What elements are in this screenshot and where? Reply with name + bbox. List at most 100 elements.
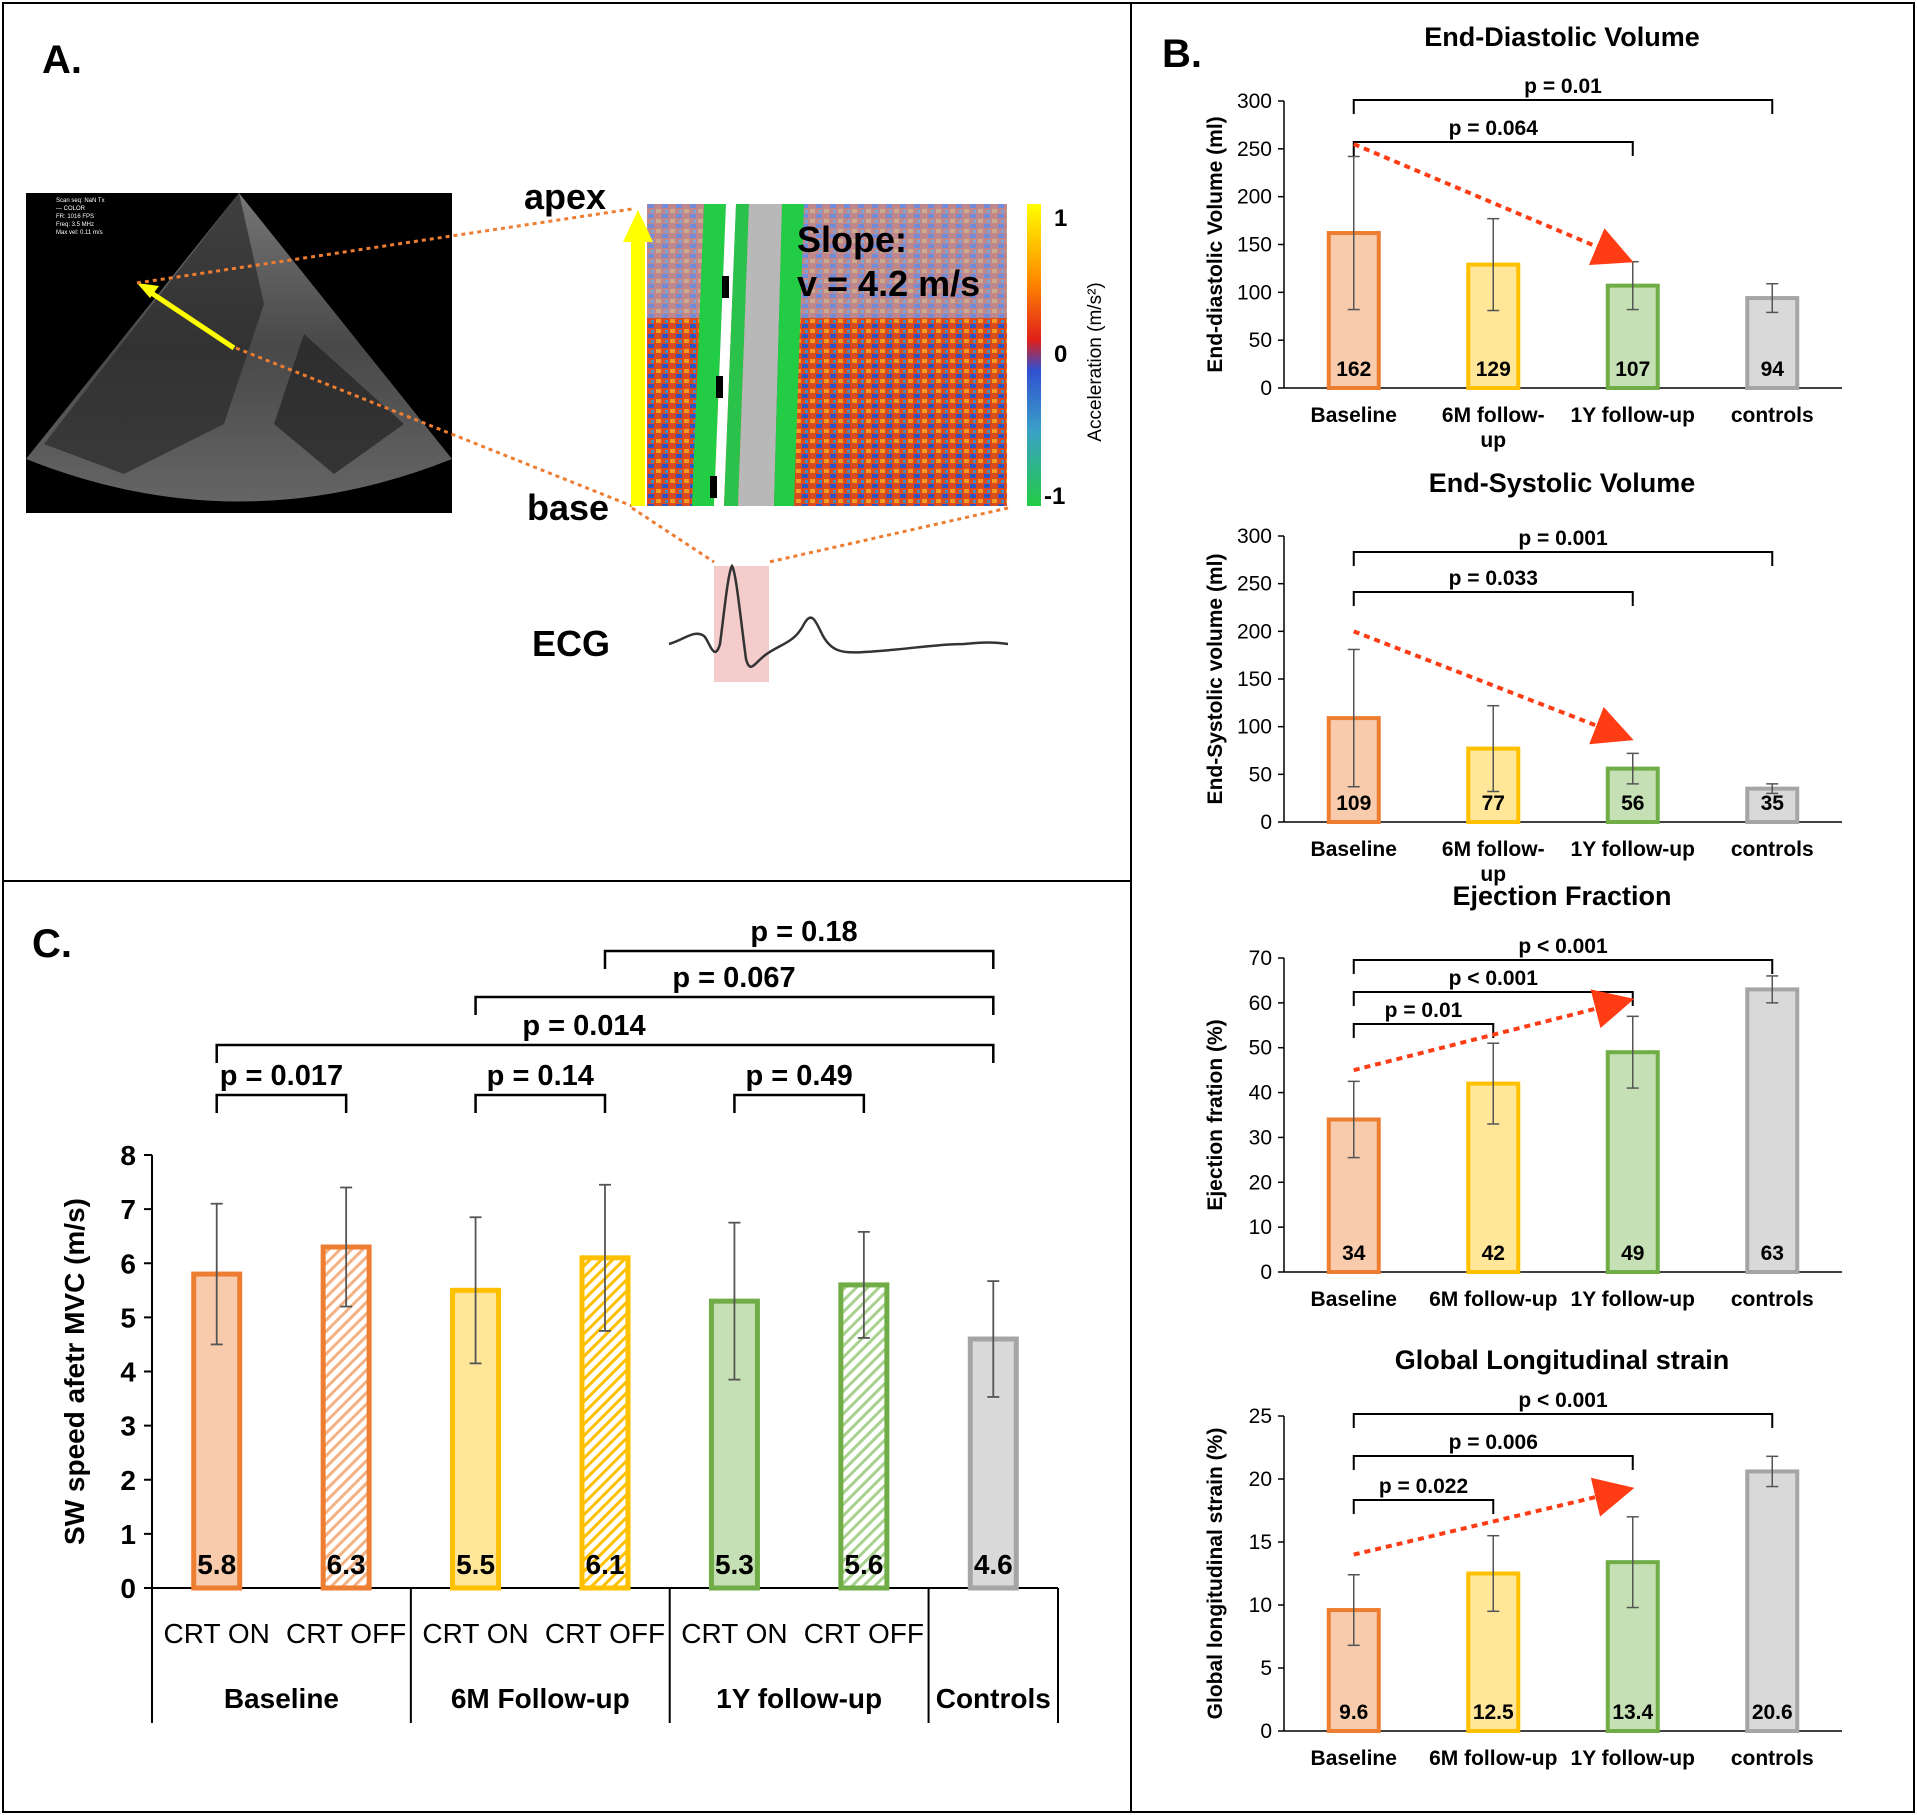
x-tick-label: controls: [1731, 838, 1814, 861]
echo-text-line: Max vel: 0.11 m/s: [56, 230, 103, 236]
base-label: base: [527, 487, 609, 528]
y-tick-label: 3: [120, 1411, 136, 1442]
y-tick-label: 100: [1237, 716, 1272, 739]
p-value-label: p = 0.017: [220, 1060, 343, 1092]
x-tick-label: controls: [1731, 1288, 1814, 1311]
data-label: 5.8: [197, 1549, 236, 1580]
y-axis-label: End-Systolic volume (ml): [1204, 554, 1227, 805]
significance-bracket: [1352, 959, 1774, 974]
colorbar-tick: -1: [1044, 483, 1065, 510]
colorbar-tick: 1: [1054, 205, 1067, 232]
y-tick-label: 10: [1249, 1594, 1272, 1617]
trend-arrow: [1353, 629, 1634, 745]
x-tick-label: controls: [1731, 404, 1814, 427]
y-tick-label: 0: [1260, 1720, 1272, 1743]
y-tick-label: 200: [1237, 620, 1272, 643]
y-tick-label: 15: [1249, 1531, 1272, 1554]
x-tick-label: CRT OFF: [804, 1618, 924, 1649]
x-tick-label: up: [1480, 429, 1506, 452]
x-tick-label: Baseline: [1311, 838, 1397, 861]
panel-c: C. 0 1 2 3 4 5 6 7 8 SW speed afetr MVC (m/s) 5.8 C…: [2, 880, 1132, 1813]
y-tick-label: 0: [1260, 1261, 1272, 1284]
significance-bracket: [215, 1093, 348, 1113]
x-tick-label: CRT OFF: [286, 1618, 406, 1649]
y-tick-label: 6: [120, 1248, 136, 1279]
significance-bracket: [1352, 1499, 1495, 1514]
colorbar-tick: 0: [1054, 341, 1067, 368]
data-label: 77: [1482, 792, 1505, 815]
p-value-label: p = 0.014: [522, 1010, 645, 1042]
p-value-label: p = 0.064: [1449, 117, 1539, 140]
y-tick-label: 5: [1260, 1657, 1272, 1680]
data-label: 35: [1761, 792, 1785, 815]
data-label: 162: [1336, 358, 1371, 381]
p-value-label: p = 0.067: [672, 962, 795, 994]
p-value-label: p = 0.18: [750, 916, 857, 948]
p-value-label: p < 0.001: [1518, 935, 1608, 958]
apex-label: apex: [524, 176, 606, 217]
y-tick-label: 8: [120, 1140, 136, 1171]
significance-bracket: [733, 1093, 866, 1113]
connector-lines: [136, 207, 1009, 564]
chart-ef: Ejection Fraction 0 10 20 30 40 50 60 70 Ejection…: [1204, 881, 1842, 1311]
y-tick-label: 2: [120, 1465, 136, 1496]
slope-value: v = 4.2 m/s: [797, 263, 980, 304]
colorbar: [1027, 204, 1041, 506]
x-tick-label: 1Y follow-up: [1571, 1747, 1695, 1770]
data-label: 94: [1761, 358, 1785, 381]
x-tick-label: 1Y follow-up: [1571, 404, 1695, 427]
data-label: 9.6: [1339, 1701, 1368, 1724]
y-tick-label: 50: [1249, 329, 1272, 352]
panel-c-label: C.: [32, 922, 72, 966]
data-label: 20.6: [1752, 1701, 1793, 1724]
echo-text-line: — COLOR: [56, 206, 86, 212]
significance-bracket: [215, 1043, 995, 1063]
panel-b-label: B.: [1162, 32, 1202, 76]
data-label: 5.5: [456, 1549, 495, 1580]
chart-title: End-Diastolic Volume: [1424, 22, 1700, 52]
x-tick-label: up: [1480, 863, 1506, 886]
data-label: 13.4: [1612, 1701, 1653, 1724]
group-label: Baseline: [224, 1683, 339, 1714]
y-tick-label: 250: [1237, 573, 1272, 596]
x-tick-label: CRT OFF: [545, 1618, 665, 1649]
x-tick-label: CRT ON: [681, 1618, 787, 1649]
y-tick-label: 0: [1260, 811, 1272, 834]
y-tick-label: 70: [1249, 947, 1272, 970]
y-tick-label: 0: [1260, 377, 1272, 400]
chart-esv: End-Systolic Volume 0 50 100 150 200 250 300 End…: [1204, 468, 1842, 886]
bar: [1605, 1050, 1660, 1274]
x-tick-label: Baseline: [1311, 1288, 1397, 1311]
data-label: 63: [1761, 1242, 1784, 1265]
p-value-label: p = 0.49: [746, 1060, 853, 1092]
x-tick-label: CRT ON: [164, 1618, 270, 1649]
significance-bracket: [1352, 1023, 1495, 1038]
significance-bracket: [1352, 99, 1774, 114]
group-label: Controls: [936, 1683, 1051, 1714]
p-value-label: p = 0.14: [487, 1060, 594, 1092]
echo-text-line: Freq: 3.5 MHz: [56, 222, 94, 228]
x-tick-label: 6M follow-up: [1429, 1747, 1557, 1770]
y-tick-label: 50: [1249, 1037, 1272, 1060]
y-tick-label: 250: [1237, 138, 1272, 161]
chart-sw: 0 1 2 3 4 5 6 7 8 SW speed afetr MVC (m/s) 5.8 CRT …: [59, 916, 1059, 1723]
trend-arrow: [1353, 1477, 1635, 1557]
echo-text: Scan seq: NaN Tx — COLOR FR: 1016 FPS Fr…: [56, 198, 105, 236]
y-tick-label: 50: [1249, 763, 1272, 786]
y-tick-label: 100: [1237, 281, 1272, 304]
p-value-label: p < 0.001: [1449, 967, 1539, 990]
y-axis-label: SW speed afetr MVC (m/s): [59, 1198, 90, 1545]
y-axis-label: End-diastolic Volume (ml): [1204, 116, 1227, 372]
slope-label: Slope:: [797, 219, 907, 260]
panel-b-charts: End-Diastolic Volume050100150200250300En…: [1204, 22, 1842, 1770]
y-tick-label: 0: [120, 1573, 136, 1604]
data-label: 12.5: [1473, 1701, 1514, 1724]
chart-title: Ejection Fraction: [1452, 881, 1671, 911]
echo-image: Scan seq: NaN Tx — COLOR FR: 1016 FPS Fr…: [26, 193, 452, 513]
y-tick-label: 10: [1249, 1216, 1272, 1239]
x-tick-label: controls: [1731, 1747, 1814, 1770]
x-tick-label: Baseline: [1311, 1747, 1397, 1770]
chart-edv: End-Diastolic Volume 0 50 100 150 200 250 300 En…: [1204, 22, 1842, 452]
panel-b: B. End-Diastolic Volume 0 50 100 150 200 250 30…: [1130, 2, 1915, 1813]
data-label: 107: [1615, 358, 1650, 381]
